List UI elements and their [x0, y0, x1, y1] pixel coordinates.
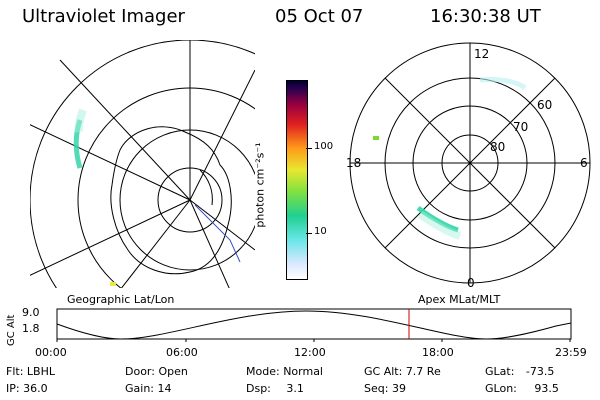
filter-value: LBHL — [26, 365, 55, 378]
colorbar-tick — [306, 233, 312, 234]
colorbar — [286, 80, 308, 280]
xtick-2359: 23:59 — [555, 346, 587, 359]
coastline — [110, 126, 232, 275]
gain-key: Gain: — [125, 382, 154, 395]
info-glon: GLon: 93.5 — [485, 382, 559, 395]
geographic-map — [30, 40, 255, 288]
aurora-emission — [74, 108, 87, 133]
lat-circle — [77, 87, 255, 288]
xtick-1800: 18:00 — [422, 346, 454, 359]
coastline — [199, 169, 213, 206]
colorbar-tick-100: 100 — [314, 141, 334, 152]
info-gc-alt: GC Alt: 7.7 Re — [364, 365, 441, 378]
altitude-chart — [56, 308, 572, 342]
colorbar-tick-10: 10 — [314, 226, 327, 237]
seq-value: 39 — [391, 382, 406, 395]
door-value: Open — [158, 365, 188, 378]
xtick-0000: 00:00 — [35, 346, 67, 359]
glon-key: GLon: — [485, 382, 517, 395]
aurora-speck — [373, 136, 379, 140]
aurora-oval — [416, 205, 459, 233]
door-key: Door: — [125, 365, 155, 378]
glat-key: GLat: — [485, 365, 515, 378]
geographic-label: Geographic Lat/Lon — [67, 293, 175, 306]
mlt-label-18: 18 — [346, 156, 362, 170]
seq-key: Seq: — [364, 382, 389, 395]
lat-label-70: 70 — [513, 120, 529, 134]
gain-value: 14 — [157, 382, 172, 395]
info-filter: Flt: LBHL — [6, 365, 55, 378]
meridian — [189, 199, 255, 251]
ytick-9: 9.0 — [22, 306, 40, 319]
meridian — [30, 124, 191, 201]
mlt-label-6: 6 — [580, 156, 588, 170]
lat-circle — [30, 40, 255, 288]
info-gain: Gain: 14 — [125, 382, 172, 395]
colorbar-label: photon cm⁻²s⁻¹ — [253, 142, 267, 228]
meridian — [30, 199, 191, 276]
ip-value: 36.0 — [23, 382, 48, 395]
glon-value: 93.5 — [534, 382, 559, 395]
polar-plot — [349, 42, 591, 284]
gc-alt-axis-label: GC Alt — [6, 314, 17, 346]
info-dsp: Dsp: 3.1 — [246, 382, 304, 395]
colorbar-tick — [306, 148, 312, 149]
aurora-speck — [110, 282, 116, 286]
mode-value: Normal — [283, 365, 323, 378]
ytick-1.8: 1.8 — [22, 322, 40, 335]
app-title: Ultraviolet Imager — [22, 6, 185, 27]
aurora-oval — [417, 210, 462, 240]
filter-key: Flt: — [6, 365, 24, 378]
meridian — [120, 199, 191, 288]
apex-label: Apex MLat/MLT — [418, 293, 501, 306]
meridian — [189, 69, 255, 201]
info-glat: GLat: -73.5 — [485, 365, 554, 378]
lat-label-60: 60 — [537, 98, 553, 112]
mode-key: Mode: — [246, 365, 280, 378]
info-door: Door: Open — [125, 365, 188, 378]
info-ip: IP: 36.0 — [6, 382, 48, 395]
info-mode: Mode: Normal — [246, 365, 323, 378]
time-label: 16:30:38 UT — [430, 6, 541, 27]
dsp-value: 3.1 — [286, 382, 304, 395]
info-seq: Seq: 39 — [364, 382, 406, 395]
mlt-label-12: 12 — [474, 47, 490, 61]
xtick-0600: 06:00 — [166, 346, 198, 359]
date-label: 05 Oct 07 — [275, 6, 364, 27]
mlt-label-0: 0 — [467, 276, 475, 290]
lat-label-80: 80 — [490, 140, 506, 154]
aurora-oval — [479, 77, 527, 91]
ip-key: IP: — [6, 382, 20, 395]
coastline — [194, 204, 241, 263]
glat-value: -73.5 — [525, 365, 555, 378]
gc-alt-value: 7.7 Re — [405, 365, 441, 378]
dsp-key: Dsp: — [246, 382, 271, 395]
meridian — [189, 199, 230, 288]
xtick-1200: 12:00 — [294, 346, 326, 359]
gc-alt-key: GC Alt: — [364, 365, 403, 378]
altitude-curve — [56, 310, 572, 340]
meridian — [59, 59, 191, 201]
